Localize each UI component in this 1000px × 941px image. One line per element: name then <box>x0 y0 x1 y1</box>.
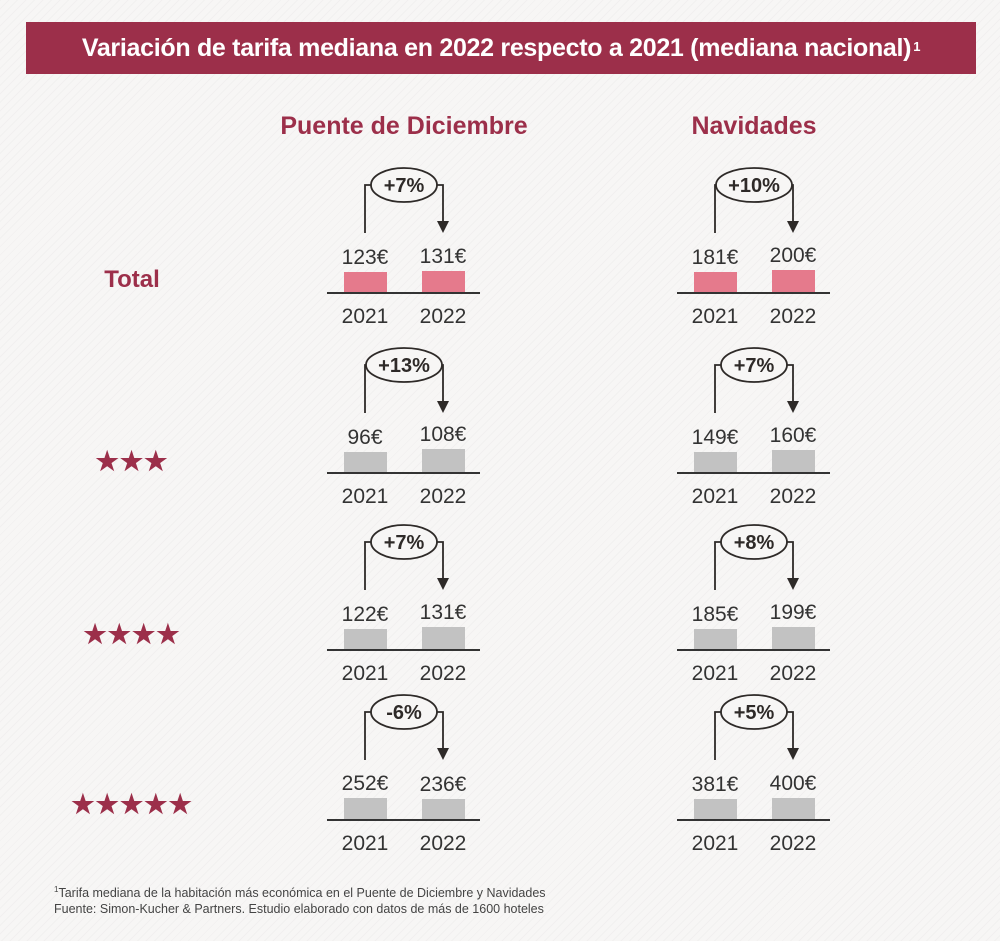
bar-3-2022 <box>772 450 815 473</box>
change-badge-7 <box>720 694 788 730</box>
bar-1-2022 <box>772 270 815 293</box>
value-label-2-2022: 108€ <box>420 423 467 446</box>
footnote-line-1: 1Tarifa mediana de la habitación más eco… <box>54 885 546 901</box>
value-label-6-2022: 236€ <box>420 773 467 796</box>
change-label-7: +5% <box>734 702 775 724</box>
change-badge-2 <box>365 347 443 383</box>
value-label-7-2022: 400€ <box>770 772 817 795</box>
change-badge-0 <box>370 167 438 203</box>
bar-5-2022 <box>772 627 815 650</box>
value-label-5-2022: 199€ <box>770 601 817 624</box>
bar-6-2022 <box>422 799 465 820</box>
year-label-3-2021: 2021 <box>692 485 739 508</box>
bar-4-2022 <box>422 627 465 650</box>
title-footnote-mark: 1 <box>913 38 921 54</box>
column-header-puente: Puente de Diciembre <box>280 112 528 140</box>
bar-6-2021 <box>344 798 387 820</box>
year-label-0-2021: 2021 <box>342 305 389 328</box>
bar-7-2021 <box>694 799 737 820</box>
year-label-7-2022: 2022 <box>770 832 817 855</box>
bar-0-2021 <box>344 272 387 293</box>
value-label-2-2021: 96€ <box>347 426 382 449</box>
bar-1-2021 <box>694 272 737 293</box>
year-label-5-2022: 2022 <box>770 662 817 685</box>
value-label-0-2021: 123€ <box>342 246 389 269</box>
row-label-3-stars: ★★★ <box>95 446 169 476</box>
value-label-5-2021: 185€ <box>692 603 739 626</box>
change-badge-6 <box>370 694 438 730</box>
year-label-7-2021: 2021 <box>692 832 739 855</box>
year-label-5-2021: 2021 <box>692 662 739 685</box>
value-label-7-2021: 381€ <box>692 773 739 796</box>
column-header-navidades: Navidades <box>691 112 817 140</box>
value-label-4-2022: 131€ <box>420 601 467 624</box>
value-label-3-2021: 149€ <box>692 426 739 449</box>
chart-title-text: Variación de tarifa mediana en 2022 resp… <box>81 33 912 62</box>
year-label-0-2022: 2022 <box>420 305 467 328</box>
change-badge-5 <box>720 524 788 560</box>
year-label-4-2021: 2021 <box>342 662 389 685</box>
year-label-3-2022: 2022 <box>770 485 817 508</box>
change-label-5: +8% <box>734 532 775 554</box>
value-label-1-2021: 181€ <box>692 246 739 269</box>
bar-0-2022 <box>422 271 465 293</box>
change-label-3: +7% <box>734 355 775 377</box>
change-badge-4 <box>370 524 438 560</box>
year-label-2-2021: 2021 <box>342 485 389 508</box>
year-label-6-2022: 2022 <box>420 832 467 855</box>
value-label-6-2021: 252€ <box>342 772 389 795</box>
footnotes: 1Tarifa mediana de la habitación más eco… <box>54 882 546 917</box>
value-label-0-2022: 131€ <box>420 245 467 268</box>
footnote-line-2: Fuente: Simon-Kucher & Partners. Estudio… <box>54 902 544 917</box>
change-label-0: +7% <box>384 175 425 197</box>
chart-title: Variación de tarifa mediana en 2022 resp… <box>26 22 976 74</box>
bar-2-2022 <box>422 449 465 473</box>
change-badge-3 <box>720 347 788 383</box>
row-label-4-stars: ★★★★ <box>83 619 181 649</box>
bar-3-2021 <box>694 452 737 473</box>
bar-5-2021 <box>694 629 737 650</box>
change-label-1: +10% <box>728 175 780 197</box>
year-label-4-2022: 2022 <box>420 662 467 685</box>
year-label-6-2021: 2021 <box>342 832 389 855</box>
change-label-2: +13% <box>378 355 430 377</box>
row-label-5-stars: ★★★★★ <box>71 789 193 819</box>
change-label-6: -6% <box>386 702 422 724</box>
value-label-1-2022: 200€ <box>770 244 817 267</box>
year-label-2-2022: 2022 <box>420 485 467 508</box>
change-badge-1 <box>715 167 793 203</box>
value-label-3-2022: 160€ <box>770 424 817 447</box>
change-label-4: +7% <box>384 532 425 554</box>
year-label-1-2022: 2022 <box>770 305 817 328</box>
year-label-1-2021: 2021 <box>692 305 739 328</box>
bar-2-2021 <box>344 452 387 473</box>
row-label-total: Total <box>104 266 160 293</box>
bar-7-2022 <box>772 798 815 820</box>
bar-4-2021 <box>344 629 387 650</box>
value-label-4-2021: 122€ <box>342 603 389 626</box>
